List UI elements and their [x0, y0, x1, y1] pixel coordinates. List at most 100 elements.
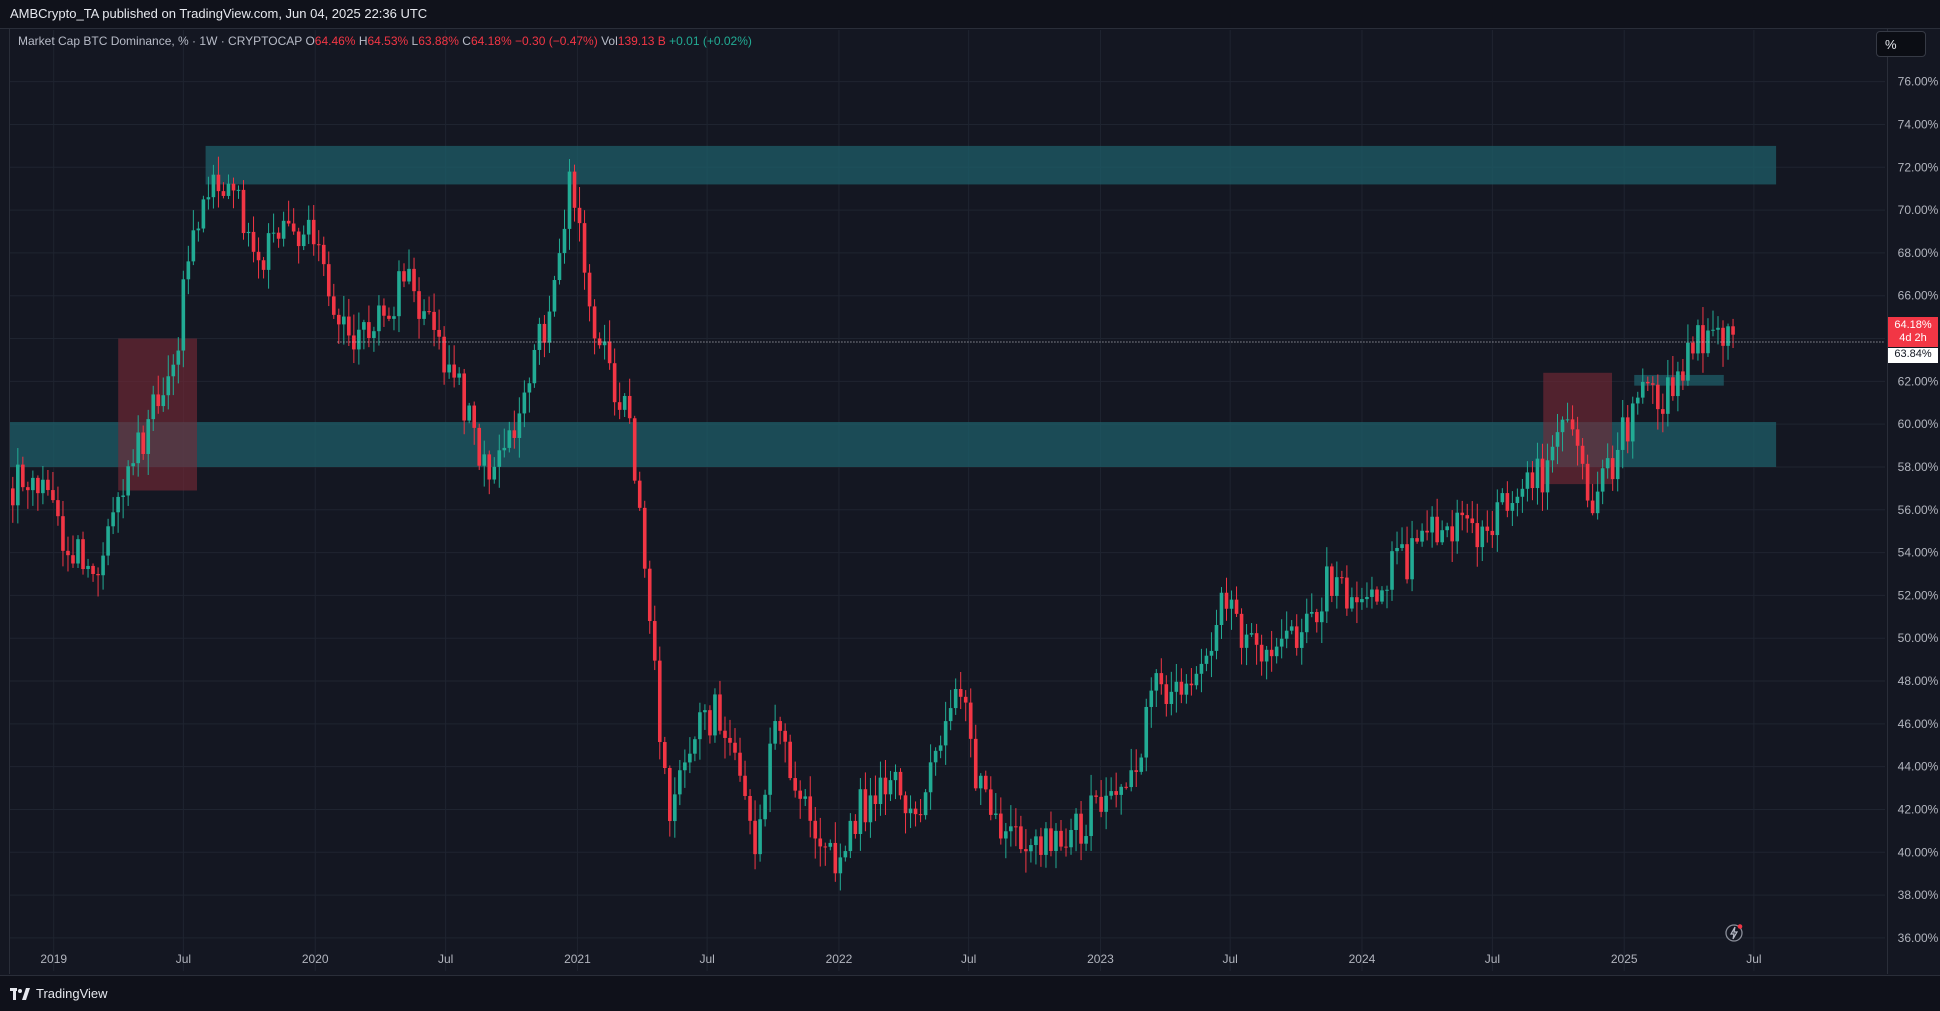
candle: [1570, 419, 1575, 430]
lightning-icon[interactable]: [1724, 923, 1744, 943]
candle: [1144, 706, 1149, 758]
x-tick-label: 2021: [564, 952, 591, 966]
candle: [833, 842, 838, 874]
candle: [1540, 458, 1545, 493]
candle: [26, 487, 30, 491]
candle: [1335, 577, 1339, 596]
candle: [918, 814, 923, 816]
candle: [367, 322, 371, 338]
y-tick-label: 76.00%: [1898, 75, 1939, 89]
candle: [557, 253, 562, 281]
candle: [1460, 512, 1465, 516]
candle: [1079, 813, 1083, 844]
candle: [412, 268, 416, 292]
candle: [387, 315, 391, 319]
candle: [1309, 612, 1314, 614]
candle: [487, 454, 492, 480]
candle: [181, 279, 186, 351]
candle: [331, 296, 336, 315]
support-zone: [10, 422, 1777, 467]
y-tick-label: 36.00%: [1898, 931, 1939, 945]
candle: [96, 574, 100, 576]
candle: [818, 838, 823, 847]
candle: [903, 795, 908, 814]
candle: [1314, 612, 1319, 623]
candle: [492, 466, 497, 480]
candle: [1259, 644, 1264, 662]
candle: [562, 228, 567, 254]
percent-scale-button[interactable]: %: [1876, 31, 1926, 57]
candle: [382, 305, 386, 316]
candle: [843, 851, 848, 858]
candle: [121, 495, 125, 497]
candle: [1034, 836, 1038, 846]
candle: [1184, 683, 1189, 695]
candle: [1325, 566, 1329, 612]
candle: [758, 819, 762, 855]
candle: [131, 463, 135, 467]
candle: [1480, 526, 1485, 548]
candle: [1640, 381, 1645, 398]
candle: [542, 323, 547, 343]
candle: [622, 395, 627, 410]
low-value: 63.88%: [418, 34, 459, 48]
candle: [1706, 330, 1710, 354]
high-label: H: [358, 34, 368, 48]
candle: [607, 341, 612, 364]
candle: [1500, 493, 1505, 503]
candle: [1390, 551, 1394, 590]
candle: [241, 189, 246, 234]
candle: [1234, 599, 1239, 614]
y-tick-label: 68.00%: [1898, 246, 1939, 260]
candle: [738, 752, 742, 776]
candle: [983, 775, 988, 790]
candle: [733, 742, 737, 753]
candle: [803, 796, 808, 799]
y-tick-label: 44.00%: [1898, 760, 1939, 774]
candle: [472, 405, 477, 428]
candle: [537, 323, 542, 350]
candle: [1104, 795, 1108, 812]
candle: [211, 174, 216, 198]
candle: [522, 392, 527, 414]
candle: [1099, 796, 1103, 812]
candle: [342, 316, 346, 325]
candle: [321, 244, 326, 265]
candle: [928, 762, 933, 793]
candle: [1289, 626, 1294, 631]
tradingview-brand[interactable]: TradingView: [10, 986, 108, 1001]
candle: [326, 264, 331, 297]
candle: [1194, 673, 1199, 686]
candle: [261, 260, 266, 270]
candle: [467, 405, 472, 421]
candle: [1029, 845, 1033, 852]
candle: [1510, 503, 1515, 511]
candle: [21, 464, 25, 488]
candle: [1645, 381, 1650, 384]
candle: [1686, 342, 1690, 381]
candle: [176, 350, 181, 365]
candle: [813, 820, 818, 839]
candle: [968, 702, 973, 739]
candle: [1109, 791, 1113, 796]
candle: [632, 418, 637, 481]
symbol-name[interactable]: Market Cap BTC Dominance, % · 1W · CRYPT…: [18, 34, 303, 48]
candle: [713, 694, 717, 736]
candle: [316, 244, 321, 246]
candle: [768, 743, 772, 795]
candle: [1119, 786, 1123, 795]
candle: [86, 565, 90, 570]
x-axis: 2019 Jul 2020 Jul 2021 Jul 2022 Jul 2023 Jul 2024 J…: [40, 952, 1761, 966]
x-tick-label: Jul: [176, 952, 191, 966]
candle: [256, 251, 261, 261]
candle: [668, 768, 672, 822]
candle: [306, 219, 311, 235]
candle: [357, 329, 361, 350]
candle: [246, 231, 251, 234]
candle: [1219, 592, 1224, 626]
candle: [236, 189, 241, 191]
candle: [1385, 589, 1389, 591]
candle: [311, 219, 316, 245]
candle: [1179, 681, 1184, 695]
